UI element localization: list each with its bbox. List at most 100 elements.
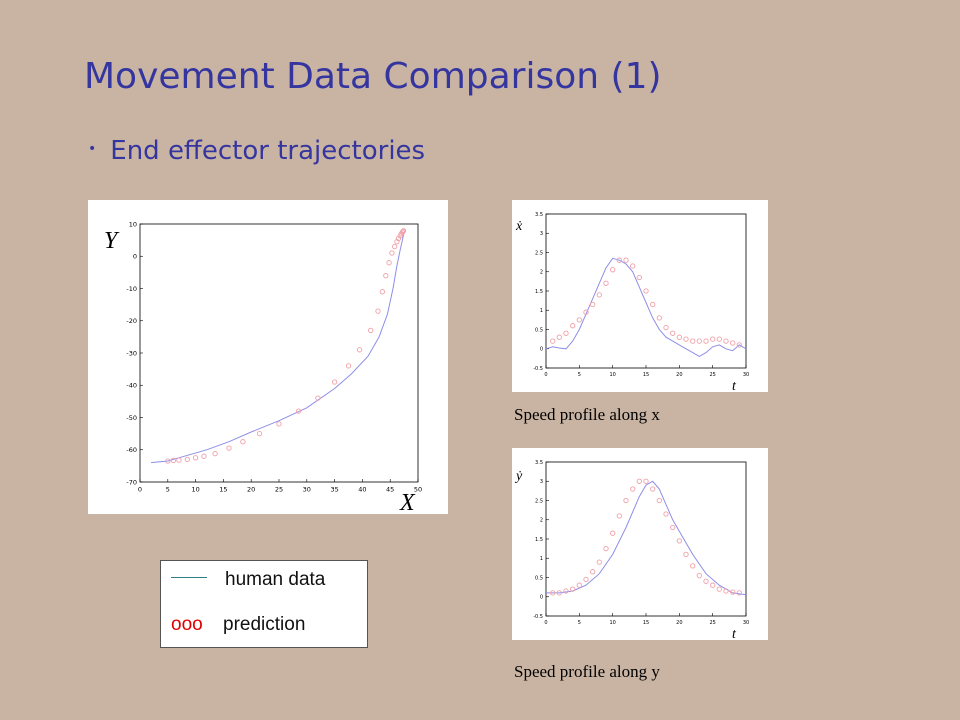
human-data-line bbox=[545, 257, 747, 357]
legend-human-line-swatch bbox=[171, 577, 207, 578]
y-tick-label: 2.5 bbox=[535, 498, 543, 504]
x-tick-label: 20 bbox=[676, 372, 682, 378]
prediction-point bbox=[670, 524, 676, 531]
prediction-point bbox=[623, 497, 629, 504]
prediction-point bbox=[389, 250, 395, 256]
prediction-point bbox=[184, 456, 190, 463]
plot-frame bbox=[545, 213, 747, 369]
bullet-item: • End effector trajectories bbox=[88, 136, 425, 166]
y-axis-label: Y bbox=[104, 228, 120, 254]
prediction-point bbox=[583, 576, 589, 583]
prediction-point bbox=[295, 408, 302, 414]
y-tick-label: 1 bbox=[540, 556, 543, 562]
prediction-point bbox=[723, 338, 729, 344]
y-tick-label: 0.5 bbox=[535, 575, 543, 581]
y-tick-label: 0 bbox=[133, 253, 137, 261]
prediction-point bbox=[670, 330, 676, 336]
trajectory-chart: 0 5 10 15 20 25 30 35 40 45 50 10 0 -10 -20 -30 -40 -50 -6… bbox=[104, 220, 422, 514]
prediction-point bbox=[368, 327, 374, 334]
prediction-point bbox=[630, 486, 636, 492]
prediction-point bbox=[683, 551, 689, 558]
x-tick-label: 15 bbox=[643, 620, 649, 626]
y-tick-label: -30 bbox=[126, 349, 137, 357]
prediction-point bbox=[176, 457, 182, 463]
x-tick-label: 0 bbox=[138, 486, 142, 494]
prediction-point bbox=[576, 317, 582, 323]
y-tick-label: -50 bbox=[126, 414, 137, 422]
prediction-point bbox=[623, 257, 629, 263]
prediction-point bbox=[345, 363, 352, 369]
prediction-point bbox=[570, 586, 576, 592]
prediction-point bbox=[386, 260, 392, 266]
legend-human-label: human data bbox=[225, 569, 326, 590]
x-axis-label: t bbox=[732, 379, 737, 392]
prediction-point bbox=[616, 257, 622, 263]
prediction-point bbox=[212, 450, 218, 457]
prediction-point bbox=[643, 478, 649, 484]
prediction-point bbox=[730, 340, 736, 346]
x-tick-label: 25 bbox=[275, 486, 283, 494]
prediction-point bbox=[400, 228, 407, 234]
plot-frame bbox=[139, 223, 419, 483]
speed-y-chart: 0 5 10 15 20 25 303.532.521.510.50-0.5tẏ bbox=[514, 460, 749, 640]
human-data-line bbox=[151, 231, 405, 464]
x-tick-label: 30 bbox=[303, 486, 311, 494]
y-tick-label: -20 bbox=[126, 317, 137, 325]
chart-legend: human data ooo prediction bbox=[160, 560, 368, 648]
prediction-point bbox=[563, 588, 569, 594]
prediction-point bbox=[616, 513, 622, 519]
x-tick-label: 25 bbox=[709, 372, 715, 378]
prediction-point bbox=[650, 486, 656, 492]
prediction-point bbox=[690, 338, 696, 344]
x-tick-label: 0 bbox=[544, 372, 547, 378]
x-tick-label: 5 bbox=[578, 620, 581, 626]
x-tick-label: 15 bbox=[219, 486, 227, 494]
prediction-point bbox=[716, 586, 722, 592]
prediction-point bbox=[696, 572, 702, 579]
y-tick-label: 0 bbox=[540, 347, 543, 353]
prediction-point bbox=[736, 590, 742, 596]
y-tick-label: -40 bbox=[126, 382, 137, 390]
prediction-point bbox=[596, 292, 602, 298]
speed-y-chart-panel: 0 5 10 15 20 25 30 3.5 3 2.5 2 1.5 1 0.5 0 -0.5 t ẏ bbox=[512, 448, 768, 640]
y-tick-label: -70 bbox=[126, 478, 137, 486]
x-tick-label: 5 bbox=[578, 372, 581, 378]
x-tick-label: 35 bbox=[330, 486, 338, 494]
prediction-point bbox=[391, 243, 398, 250]
x-axis-label: X bbox=[399, 490, 416, 514]
y-tick-label: 1.5 bbox=[535, 537, 543, 543]
prediction-point bbox=[603, 280, 609, 286]
slide-title: Movement Data Comparison (1) bbox=[84, 56, 662, 97]
prediction-point bbox=[570, 323, 576, 329]
human-data-line bbox=[546, 480, 747, 596]
prediction-point bbox=[630, 263, 636, 269]
prediction-point bbox=[603, 545, 609, 552]
prediction-point bbox=[703, 578, 709, 584]
prediction-point bbox=[556, 334, 562, 340]
prediction-point bbox=[610, 530, 616, 536]
prediction-point bbox=[683, 336, 689, 342]
prediction-point bbox=[590, 569, 596, 575]
y-tick-label: 3 bbox=[540, 231, 543, 237]
x-tick-label: 20 bbox=[247, 486, 255, 494]
x-tick-label: 30 bbox=[743, 620, 749, 626]
prediction-point bbox=[636, 274, 642, 281]
prediction-point bbox=[736, 342, 742, 348]
prediction-point bbox=[716, 336, 722, 342]
prediction-point bbox=[656, 315, 662, 321]
x-tick-label: 50 bbox=[414, 486, 422, 494]
x-tick-label: 25 bbox=[709, 620, 715, 626]
prediction-point bbox=[315, 395, 321, 401]
prediction-point bbox=[256, 430, 263, 437]
prediction-point bbox=[696, 338, 702, 344]
y-axis-label: ẏ bbox=[514, 469, 523, 484]
y-tick-label: -0.5 bbox=[533, 614, 543, 620]
prediction-point bbox=[703, 338, 709, 344]
prediction-point bbox=[550, 590, 556, 596]
prediction-point bbox=[643, 288, 649, 294]
prediction-point bbox=[165, 458, 171, 464]
y-tick-label: -60 bbox=[126, 446, 137, 454]
speed-x-chart-panel: 0 5 10 15 20 25 30 3.5 3 2.5 2 1.5 1 0.5 0 -0.5 t ẋ bbox=[512, 200, 768, 392]
prediction-point bbox=[676, 334, 682, 340]
prediction-point bbox=[192, 455, 199, 461]
